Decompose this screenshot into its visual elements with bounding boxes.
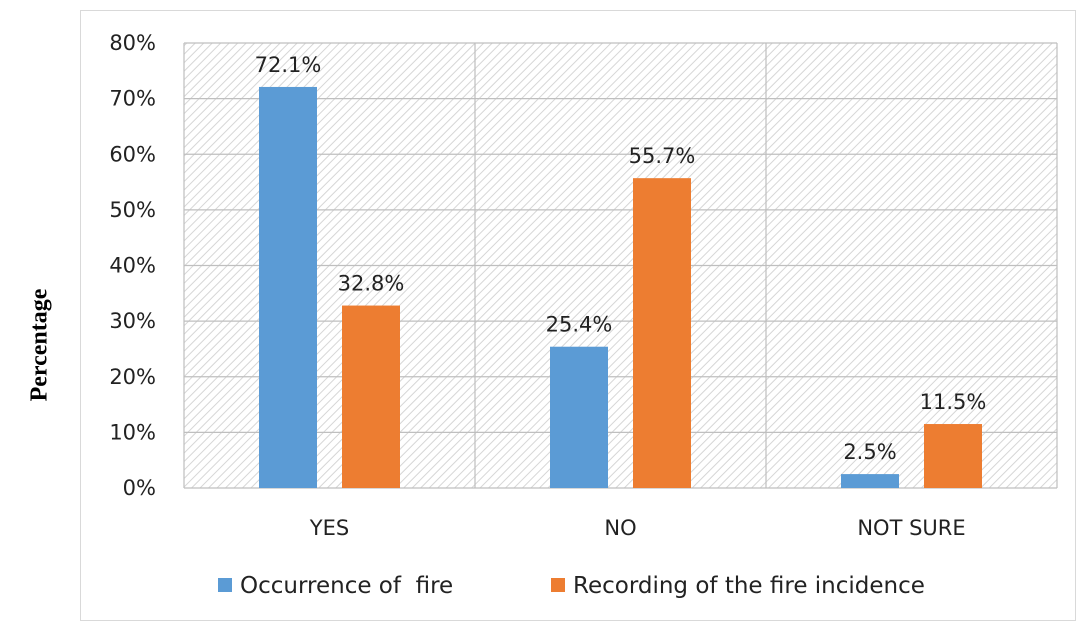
bar-recording-yes [342, 305, 400, 488]
data-label: 11.5% [920, 390, 987, 414]
bar-occurrence-no [550, 346, 608, 488]
data-label: 25.4% [546, 313, 613, 337]
data-label: 2.5% [843, 440, 896, 464]
legend: Occurrence of fire Recording of the fire … [218, 573, 925, 599]
y-tick-label: 60% [109, 142, 156, 166]
y-tick-label: 30% [109, 309, 156, 333]
legend-swatch [218, 578, 232, 592]
y-tick-label: 70% [109, 87, 156, 111]
x-tick-label: NOT SURE [857, 516, 965, 540]
x-tick-labels: YES NO NOT SURE [309, 516, 966, 540]
y-tick-label: 0% [123, 476, 156, 500]
bar-recording-no [633, 178, 691, 488]
bars [259, 86, 982, 488]
legend-label: Occurrence of fire [240, 573, 453, 599]
legend-swatch [551, 578, 565, 592]
data-label: 72.1% [255, 53, 322, 77]
y-tick-labels: 0% 10% 20% 30% 40% 50% 60% 70% 80% [109, 31, 156, 500]
bar-recording-not-sure [924, 424, 982, 488]
y-tick-label: 20% [109, 365, 156, 389]
legend-label: Recording of the fire incidence [573, 573, 925, 599]
data-labels: 72.1% 32.8% 25.4% 55.7% 2.5% 11.5% [255, 53, 987, 464]
y-tick-label: 50% [109, 198, 156, 222]
y-tick-label: 10% [109, 420, 156, 444]
bar-occurrence-not-sure [841, 474, 899, 488]
y-tick-label: 80% [109, 31, 156, 55]
gridlines [183, 42, 1058, 489]
data-label: 55.7% [629, 144, 696, 168]
x-tick-label: YES [309, 516, 349, 540]
data-label: 32.8% [338, 272, 405, 296]
y-tick-label: 40% [109, 254, 156, 278]
x-tick-label: NO [604, 516, 636, 540]
bar-occurrence-yes [259, 86, 317, 488]
